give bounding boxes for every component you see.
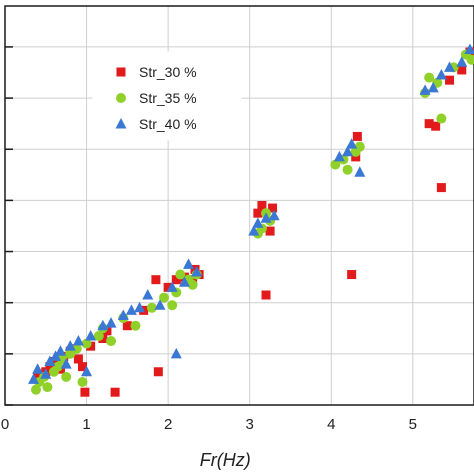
y-axis-ticks <box>5 46 13 406</box>
data-point <box>257 201 267 210</box>
legend-label: Str_30 % <box>139 64 197 80</box>
legend-label: Str_35 % <box>139 90 197 106</box>
data-point <box>80 387 90 397</box>
data-point <box>54 345 66 356</box>
x-axis-tick-labels: 0 1 2 3 4 5 <box>1 416 417 433</box>
data-points <box>28 43 474 397</box>
data-point <box>42 382 53 393</box>
data-point <box>171 275 181 285</box>
data-point <box>64 340 76 351</box>
data-point <box>28 373 40 384</box>
data-point <box>166 281 178 292</box>
data-point <box>436 183 446 193</box>
legend-marker <box>115 118 127 129</box>
x-tick-label: 0 <box>1 416 9 433</box>
x-axis-label: Fr(Hz) <box>200 450 251 470</box>
data-point <box>435 69 447 80</box>
data-point <box>268 203 278 213</box>
data-point <box>464 43 474 54</box>
data-point <box>30 384 41 395</box>
series-3 <box>28 43 474 384</box>
data-point <box>73 354 83 364</box>
data-point <box>170 347 182 359</box>
data-point <box>106 336 117 347</box>
data-point <box>93 330 104 341</box>
data-point <box>424 72 435 83</box>
data-point <box>77 362 87 372</box>
data-point <box>268 209 280 221</box>
data-point <box>445 75 455 85</box>
data-point <box>456 56 468 67</box>
legend-marker <box>116 67 126 77</box>
data-point <box>346 138 358 149</box>
data-point <box>154 299 166 310</box>
data-point <box>175 269 186 280</box>
data-point <box>424 119 434 129</box>
data-point <box>45 362 55 372</box>
data-point <box>252 217 264 228</box>
data-point <box>60 358 72 369</box>
data-point <box>72 335 84 346</box>
data-point <box>151 275 161 285</box>
x-tick-label: 1 <box>82 416 90 433</box>
data-point <box>40 368 52 379</box>
legend-marker <box>116 93 126 103</box>
data-point <box>110 387 120 397</box>
x-tick-label: 3 <box>246 416 254 433</box>
data-point <box>333 150 345 162</box>
data-point <box>354 141 365 152</box>
data-point <box>187 279 198 290</box>
data-point <box>105 317 117 328</box>
data-point <box>134 301 146 313</box>
data-point <box>419 84 431 95</box>
data-point <box>347 270 357 280</box>
data-point <box>77 376 88 387</box>
data-point <box>261 290 271 300</box>
data-point <box>431 121 441 131</box>
data-point <box>351 152 361 162</box>
data-point <box>122 321 132 331</box>
data-point <box>159 292 170 303</box>
data-point <box>253 208 263 218</box>
data-point <box>53 361 64 372</box>
data-point <box>125 304 137 315</box>
data-point <box>71 343 82 354</box>
data-point <box>44 355 56 367</box>
x-tick-label: 4 <box>327 416 335 433</box>
data-point <box>354 166 366 177</box>
legend-label: Str_40 % <box>139 116 197 132</box>
data-point <box>142 289 154 300</box>
data-point <box>191 266 203 277</box>
data-point <box>81 338 92 349</box>
data-point <box>265 226 275 236</box>
data-point <box>248 225 260 236</box>
data-point <box>130 320 141 331</box>
data-point <box>117 309 129 320</box>
data-point <box>444 61 456 72</box>
data-point <box>153 367 163 377</box>
x-tick-label: 2 <box>164 416 172 433</box>
data-point <box>342 145 354 157</box>
data-point <box>85 329 97 341</box>
x-tick-label: 5 <box>409 416 417 433</box>
data-point <box>466 54 474 65</box>
data-point <box>163 282 173 292</box>
data-point <box>61 371 72 382</box>
legend: Str_30 % Str_35 % Str_40 % <box>92 51 242 141</box>
data-point <box>352 131 362 141</box>
data-point <box>146 302 157 313</box>
data-point <box>457 65 467 75</box>
data-point <box>330 159 341 170</box>
plot-frame <box>4 5 474 406</box>
data-point <box>183 258 195 269</box>
data-point <box>32 363 44 374</box>
data-point <box>342 164 353 175</box>
data-point <box>81 365 93 377</box>
data-point <box>178 276 190 287</box>
data-point <box>427 81 439 93</box>
data-point <box>436 113 447 124</box>
data-point <box>167 300 178 311</box>
data-point <box>97 319 109 331</box>
